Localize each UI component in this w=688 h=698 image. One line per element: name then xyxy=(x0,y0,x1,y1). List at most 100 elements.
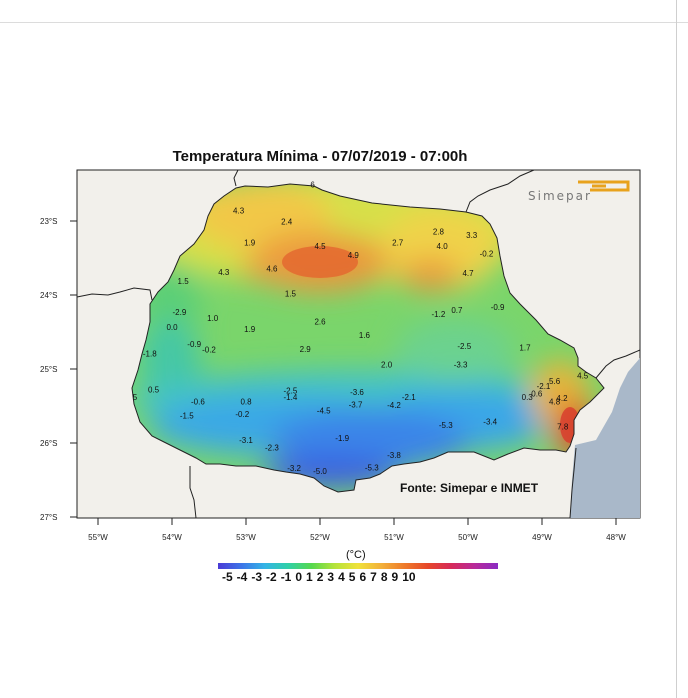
lon-tick-label: 53°W xyxy=(236,533,256,542)
browser-top-bar xyxy=(0,0,688,23)
colorbar-label: 7 xyxy=(370,570,377,584)
station-value: 1.5 xyxy=(285,289,297,298)
station-value: -0.2 xyxy=(480,250,494,259)
colorbar-label: -3 xyxy=(251,570,263,584)
station-value: -2.1 xyxy=(402,393,416,402)
station-value: 2.6 xyxy=(314,318,326,327)
neighbour-borders xyxy=(76,169,641,519)
station-value: 5 xyxy=(133,393,138,402)
station-value: -2.5 xyxy=(457,342,471,351)
colorbar-label: 5 xyxy=(348,570,356,584)
logo-text: Simepar xyxy=(528,189,592,203)
station-value: 4.0 xyxy=(437,242,449,251)
station-value: 1.6 xyxy=(359,331,371,340)
colorbar-label: 1 xyxy=(306,570,313,584)
station-value: 0.3 xyxy=(522,393,534,402)
lon-tick-label: 49°W xyxy=(532,533,552,542)
lat-tick-label: 27°S xyxy=(40,513,57,522)
station-value: 1.5 xyxy=(178,277,190,286)
station-value: 4.5 xyxy=(577,372,589,381)
station-value: 4.5 xyxy=(314,242,326,251)
station-value: -2.3 xyxy=(265,443,279,452)
axis-ticks: 23°S 24°S 25°S 26°S 27°S 55°W 54°W 53°W 52°W 51°W… xyxy=(40,217,626,542)
lon-tick-label: 54°W xyxy=(162,533,182,542)
station-value: 4.8 xyxy=(549,398,561,407)
station-value: 1.9 xyxy=(244,238,256,247)
station-value: -2.9 xyxy=(173,308,187,317)
station-value: -1.4 xyxy=(284,393,298,402)
station-value: 1.7 xyxy=(519,344,531,353)
station-value: -0.6 xyxy=(191,398,205,407)
lon-tick-label: 52°W xyxy=(310,533,330,542)
colorbar-label: 9 xyxy=(391,570,399,584)
station-value: 4.3 xyxy=(233,207,245,216)
station-values: 4.3 2.4 1.9 2.8 3.3 2.7 4.0 4.5 4.9 -0.2 4.3 4.6 4.7… xyxy=(133,181,589,476)
colorbar-label: -5 xyxy=(222,570,233,584)
station-value: -1.5 xyxy=(180,412,194,421)
lat-tick-label: 24°S xyxy=(40,291,57,300)
station-value: 6 xyxy=(310,181,315,190)
colorbar-label: 3 xyxy=(327,570,335,584)
station-value: 2.4 xyxy=(281,218,293,227)
station-value: -3.8 xyxy=(387,451,401,460)
station-value: 0.6 xyxy=(531,389,543,398)
station-value: 0.8 xyxy=(240,398,252,407)
station-value: -3.6 xyxy=(350,388,364,397)
station-value: -2.1 xyxy=(537,382,551,391)
station-value: 4.7 xyxy=(462,269,474,278)
colorbar-label: 10 xyxy=(402,570,416,584)
station-value: -4.5 xyxy=(317,406,331,415)
station-value: -0.2 xyxy=(202,346,216,355)
colorbar-label: -2 xyxy=(266,570,277,584)
station-value: -1.9 xyxy=(335,434,349,443)
station-value: 4.2 xyxy=(556,394,568,403)
colorbar-labels: -5 -4 -3 -2 -1 0 1 2 3 4 5 6 7 8 9 10 xyxy=(222,570,420,584)
lon-tick-label: 48°W xyxy=(606,533,626,542)
station-value: -4.2 xyxy=(387,401,401,410)
station-value: 5.6 xyxy=(549,377,561,386)
station-value: 4.3 xyxy=(218,268,230,277)
station-value: -3.3 xyxy=(454,361,468,370)
station-value: 2.9 xyxy=(300,345,312,354)
station-value: -3.1 xyxy=(239,436,253,445)
colorbar-label: 8 xyxy=(380,570,388,584)
station-value: -0.9 xyxy=(491,303,505,312)
lon-tick-label: 51°W xyxy=(384,533,404,542)
lon-tick-label: 55°W xyxy=(88,533,108,542)
colorbar-label: 6 xyxy=(359,570,367,584)
station-value: 2.8 xyxy=(433,227,445,236)
map-title: Temperatura Mínima - 07/07/2019 - 07:00h xyxy=(172,148,468,165)
lat-tick-label: 26°S xyxy=(40,439,57,448)
colorbar-label: 2 xyxy=(316,570,324,584)
colorbar-label: 0 xyxy=(295,570,303,584)
colorbar-label: -4 xyxy=(236,570,248,584)
lat-tick-label: 23°S xyxy=(40,217,57,226)
station-value: 2.7 xyxy=(392,238,404,247)
station-value: 0.7 xyxy=(451,306,463,315)
station-value: -0.2 xyxy=(235,410,249,419)
station-value: 4.9 xyxy=(348,251,360,260)
station-value: 7.8 xyxy=(557,423,569,432)
station-value: -3.7 xyxy=(349,400,363,409)
station-value: -2.5 xyxy=(284,386,298,395)
station-value: -5.3 xyxy=(365,463,379,472)
station-value: 1.9 xyxy=(244,325,256,334)
station-value: -1.2 xyxy=(432,310,446,319)
station-value: 1.0 xyxy=(207,314,219,323)
station-value: 0.0 xyxy=(166,323,178,332)
ocean xyxy=(570,358,640,518)
lon-tick-label: 50°W xyxy=(458,533,478,542)
station-value: 4.6 xyxy=(266,264,278,273)
page-border-right xyxy=(676,0,677,698)
colorbar-unit: (°C) xyxy=(346,549,366,561)
colorbar xyxy=(218,563,498,569)
station-value: -5.3 xyxy=(439,421,453,430)
station-value: -3.2 xyxy=(287,464,301,473)
lat-tick-label: 25°S xyxy=(40,365,57,374)
simepar-logo: Simepar xyxy=(528,180,630,203)
temperature-field xyxy=(132,184,604,492)
station-value: 2.0 xyxy=(381,361,393,370)
source-text: Fonte: Simepar e INMET xyxy=(400,481,539,495)
station-value: -3.4 xyxy=(483,418,497,427)
